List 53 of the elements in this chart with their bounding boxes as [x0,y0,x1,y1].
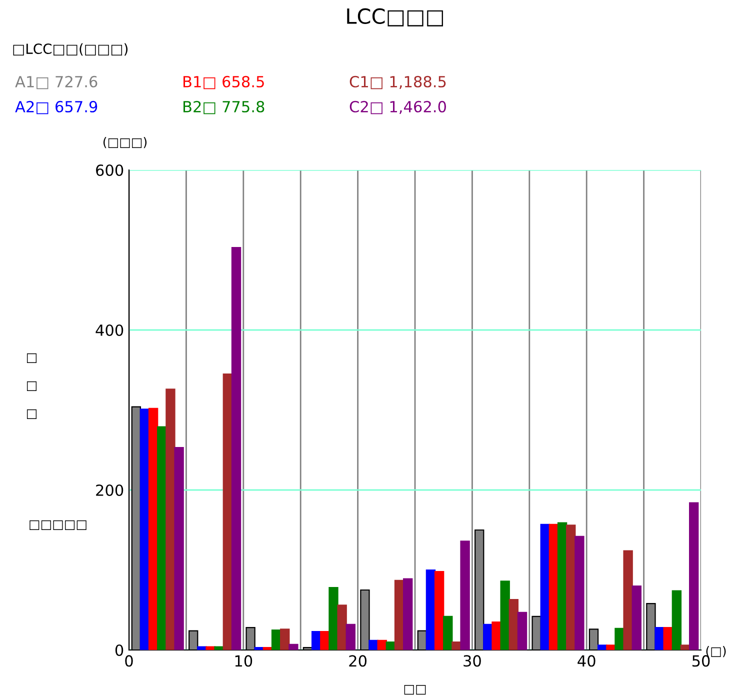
x-tick-label: 40 [578,655,596,667]
bar [337,604,347,650]
text: □□□□□ [30,520,86,530]
bar [434,571,444,650]
bar [346,624,356,650]
bar [197,646,207,650]
bar [214,646,224,650]
bar [500,580,510,650]
bar [654,627,664,650]
y-tick-label: 400 [96,324,124,336]
bar [206,646,216,650]
text: (□) [706,646,726,658]
text: B1□ 658.5 [184,76,264,90]
bar [606,644,616,650]
text: (□□□) [103,136,147,148]
bar [623,550,633,650]
x-tick-label: 0 [125,655,133,667]
bar [689,502,699,650]
bar [574,536,584,650]
bar [166,388,176,650]
bar [680,644,690,650]
bar [597,644,608,650]
x-tick-label: 50 [692,655,710,667]
chart-subtitle: □LCC□□(□□□) [13,43,128,56]
chart-title: LCC□□□ [347,8,443,26]
bar [328,587,338,650]
y-tick-label: 600 [96,164,124,176]
bar [508,599,519,650]
bar [632,585,642,650]
bar [443,616,453,650]
text: C2□ 1,462.0 [350,100,446,114]
text: A2□ 657.9 [15,100,98,114]
y-tick-label: 200 [96,484,124,496]
bar [368,640,378,650]
x-axis-title: □□ [404,685,426,695]
x-tick-label: 30 [464,655,481,667]
bar [174,447,184,650]
text: A1□ 727.6 [15,76,98,90]
bar [254,647,264,650]
text: C1□ 1,188.5 [350,76,446,90]
y-tick-label: 0 [115,644,124,656]
bar [403,578,413,650]
text: B2□ 775.8 [184,100,264,114]
text: □□□ [26,353,37,419]
x-tick-label: 10 [235,655,252,667]
bar [231,247,242,650]
bar [288,644,298,650]
bar [262,647,273,650]
x-tick-label: 20 [349,655,367,667]
bar [672,590,682,650]
bar [460,540,470,650]
bar [280,628,290,650]
bar [517,612,528,650]
